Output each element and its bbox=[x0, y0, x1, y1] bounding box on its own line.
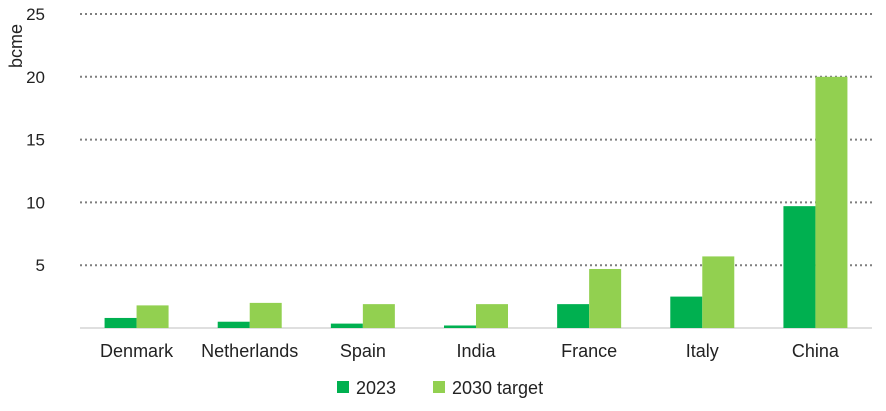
y-tick-label: 5 bbox=[36, 256, 45, 275]
bar-france-2023 bbox=[557, 304, 590, 328]
bar-italy-2030-target bbox=[702, 256, 735, 328]
y-tick-labels: 5 10 15 20 25 bbox=[26, 5, 45, 275]
bar-france-2030-target bbox=[589, 268, 622, 328]
x-tick-label: Italy bbox=[686, 341, 719, 361]
legend-swatch-2030-target bbox=[433, 381, 445, 393]
bar-spain-2030-target bbox=[362, 304, 395, 328]
y-axis-label: bcme bbox=[6, 24, 26, 68]
x-tick-label: India bbox=[456, 341, 496, 361]
x-tick-labels: Denmark Netherlands Spain India France Italy C… bbox=[100, 341, 840, 361]
x-tick-label: Spain bbox=[340, 341, 386, 361]
bar-denmark-2023 bbox=[104, 317, 137, 328]
bar-india-2030-target bbox=[476, 304, 508, 328]
bar-netherlands-2030-target bbox=[249, 302, 282, 328]
legend-label: 2023 bbox=[356, 378, 396, 398]
x-tick-label: France bbox=[561, 341, 617, 361]
x-tick-label: Denmark bbox=[100, 341, 174, 361]
y-tick-label: 20 bbox=[26, 68, 45, 87]
legend-label: 2030 target bbox=[452, 378, 543, 398]
y-tick-label: 15 bbox=[26, 131, 45, 150]
legend-swatch-2023 bbox=[337, 381, 349, 393]
bar-china-2023 bbox=[783, 206, 816, 328]
bar-italy-2023 bbox=[670, 296, 703, 328]
legend: 2023 2030 target bbox=[337, 378, 543, 398]
bar-netherlands-2023 bbox=[217, 321, 250, 328]
x-tick-label: China bbox=[792, 341, 840, 361]
gridlines bbox=[80, 13, 872, 267]
bar-india-2023 bbox=[444, 325, 476, 328]
bars bbox=[104, 76, 848, 328]
y-tick-label: 25 bbox=[26, 5, 45, 24]
x-tick-label: Netherlands bbox=[201, 341, 298, 361]
bar-denmark-2030-target bbox=[136, 305, 169, 328]
bar-spain-2023 bbox=[330, 323, 363, 328]
y-tick-label: 10 bbox=[26, 193, 45, 212]
bar-china-2030-target bbox=[815, 76, 848, 328]
